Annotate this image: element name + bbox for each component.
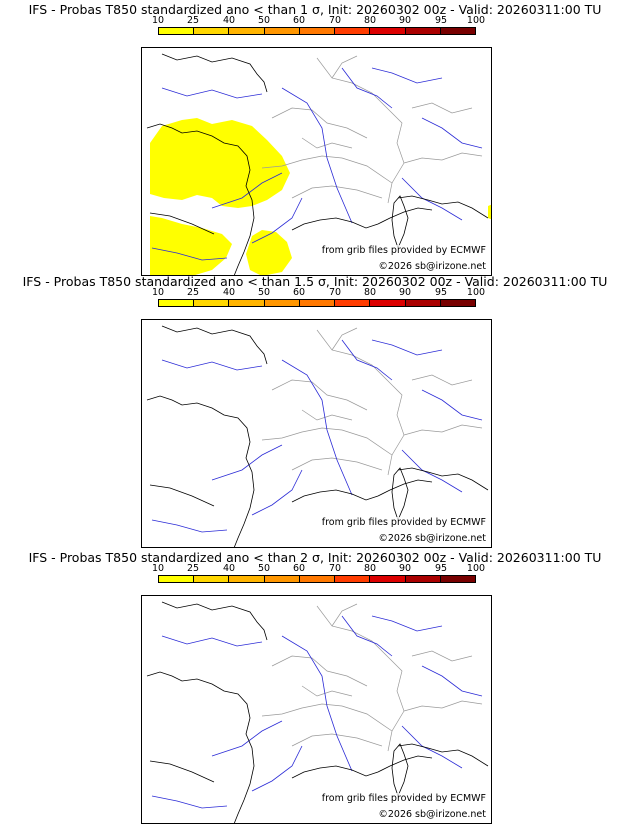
colorbar-swatch [440, 576, 475, 582]
colorbar-tick: 25 [186, 287, 200, 298]
colorbar-swatch [159, 300, 195, 306]
colorbar-tick: 80 [363, 15, 377, 26]
panel-title: IFS - Probas T850 standardized ano < tha… [22, 274, 608, 289]
colorbar-tick: 100 [466, 563, 486, 574]
source-credit: from grib files provided by ECMWF [320, 517, 487, 528]
coastline [146, 601, 489, 823]
panel-2: IFS - Probas T850 standardized ano < tha… [0, 272, 630, 548]
colorbar-swatch [229, 28, 265, 34]
map-canvas [146, 325, 489, 547]
colorbar-swatch [440, 300, 475, 306]
coastline [146, 325, 489, 547]
colorbar-tick: 40 [222, 15, 236, 26]
colorbar-swatch [370, 576, 406, 582]
colorbar-tick: 70 [328, 563, 342, 574]
colorbar-tick: 25 [186, 15, 200, 26]
map-canvas [146, 53, 491, 275]
colorbar: 10 25 40 50 60 70 80 90 95 100 [152, 563, 485, 593]
colorbar-labels: 10 25 40 50 60 70 80 90 95 100 [152, 287, 485, 298]
colorbar-swatch [299, 28, 336, 34]
colorbar-tick: 90 [398, 287, 412, 298]
colorbar-tick: 50 [257, 15, 271, 26]
colorbar-tick: 70 [328, 287, 342, 298]
country-borders [261, 603, 483, 752]
colorbar-swatch [440, 28, 475, 34]
colorbar-tick: 80 [363, 563, 377, 574]
colorbar-tick: 100 [466, 287, 486, 298]
colorbar-tick: 95 [434, 15, 448, 26]
colorbar-swatch [194, 300, 230, 306]
colorbar-swatch [159, 28, 195, 34]
probability-area [150, 118, 491, 275]
panel-title: IFS - Probas T850 standardized ano < tha… [28, 2, 602, 17]
colorbar-tick: 80 [363, 287, 377, 298]
colorbar-tick: 70 [328, 15, 342, 26]
map-frame: from grib files provided by ECMWF ©2026 … [141, 47, 492, 276]
copyright-credit: ©2026 sb@irizone.net [377, 261, 487, 272]
colorbar-labels: 10 25 40 50 60 70 80 90 95 100 [152, 15, 485, 26]
colorbar-labels: 10 25 40 50 60 70 80 90 95 100 [152, 563, 485, 574]
panel-1: IFS - Probas T850 standardized ano < tha… [0, 0, 630, 276]
colorbar-tick: 40 [222, 563, 236, 574]
colorbar-tick: 90 [398, 563, 412, 574]
map-frame: from grib files provided by ECMWF ©2026 … [141, 319, 492, 548]
colorbar-tick: 100 [466, 15, 486, 26]
colorbar-tick: 50 [257, 287, 271, 298]
rivers [151, 339, 483, 533]
copyright-credit: ©2026 sb@irizone.net [377, 809, 487, 820]
country-borders [261, 55, 483, 204]
colorbar-tick: 90 [398, 15, 412, 26]
colorbar: 10 25 40 50 60 70 80 90 95 100 [152, 287, 485, 317]
colorbar-swatch [299, 576, 336, 582]
colorbar-tick: 50 [257, 563, 271, 574]
colorbar: 10 25 40 50 60 70 80 90 95 100 [152, 15, 485, 45]
colorbar-tick: 10 [151, 15, 165, 26]
colorbar-swatch [335, 300, 371, 306]
colorbar-swatch [405, 576, 441, 582]
colorbar-swatch [299, 300, 336, 306]
coastline [146, 53, 489, 275]
colorbar-tick: 95 [434, 287, 448, 298]
colorbar-swatch [229, 300, 265, 306]
panel-title: IFS - Probas T850 standardized ano < tha… [28, 550, 602, 565]
colorbar-tick: 60 [292, 287, 306, 298]
colorbar-swatch [194, 576, 230, 582]
colorbar-swatch [264, 28, 300, 34]
colorbar-swatch [159, 576, 195, 582]
source-credit: from grib files provided by ECMWF [320, 245, 487, 256]
colorbar-tick: 25 [186, 563, 200, 574]
rivers [151, 615, 483, 809]
colorbar-tick: 60 [292, 15, 306, 26]
colorbar-swatch [335, 576, 371, 582]
colorbar-swatch [335, 28, 371, 34]
colorbar-tick: 10 [151, 563, 165, 574]
colorbar-tick: 10 [151, 287, 165, 298]
rivers [151, 67, 483, 261]
colorbar-swatch [370, 300, 406, 306]
colorbar-swatch [405, 28, 441, 34]
colorbar-swatch [229, 576, 265, 582]
colorbar-swatches [158, 27, 476, 35]
map-frame: from grib files provided by ECMWF ©2026 … [141, 595, 492, 824]
panel-3: IFS - Probas T850 standardized ano < tha… [0, 548, 630, 824]
colorbar-swatch [405, 300, 441, 306]
colorbar-swatches [158, 575, 476, 583]
source-credit: from grib files provided by ECMWF [320, 793, 487, 804]
colorbar-tick: 60 [292, 563, 306, 574]
colorbar-tick: 40 [222, 287, 236, 298]
colorbar-swatch [264, 576, 300, 582]
country-borders [261, 327, 483, 476]
colorbar-swatch [370, 28, 406, 34]
copyright-credit: ©2026 sb@irizone.net [377, 533, 487, 544]
colorbar-swatches [158, 299, 476, 307]
colorbar-tick: 95 [434, 563, 448, 574]
colorbar-swatch [194, 28, 230, 34]
colorbar-swatch [264, 300, 300, 306]
map-canvas [146, 601, 489, 823]
